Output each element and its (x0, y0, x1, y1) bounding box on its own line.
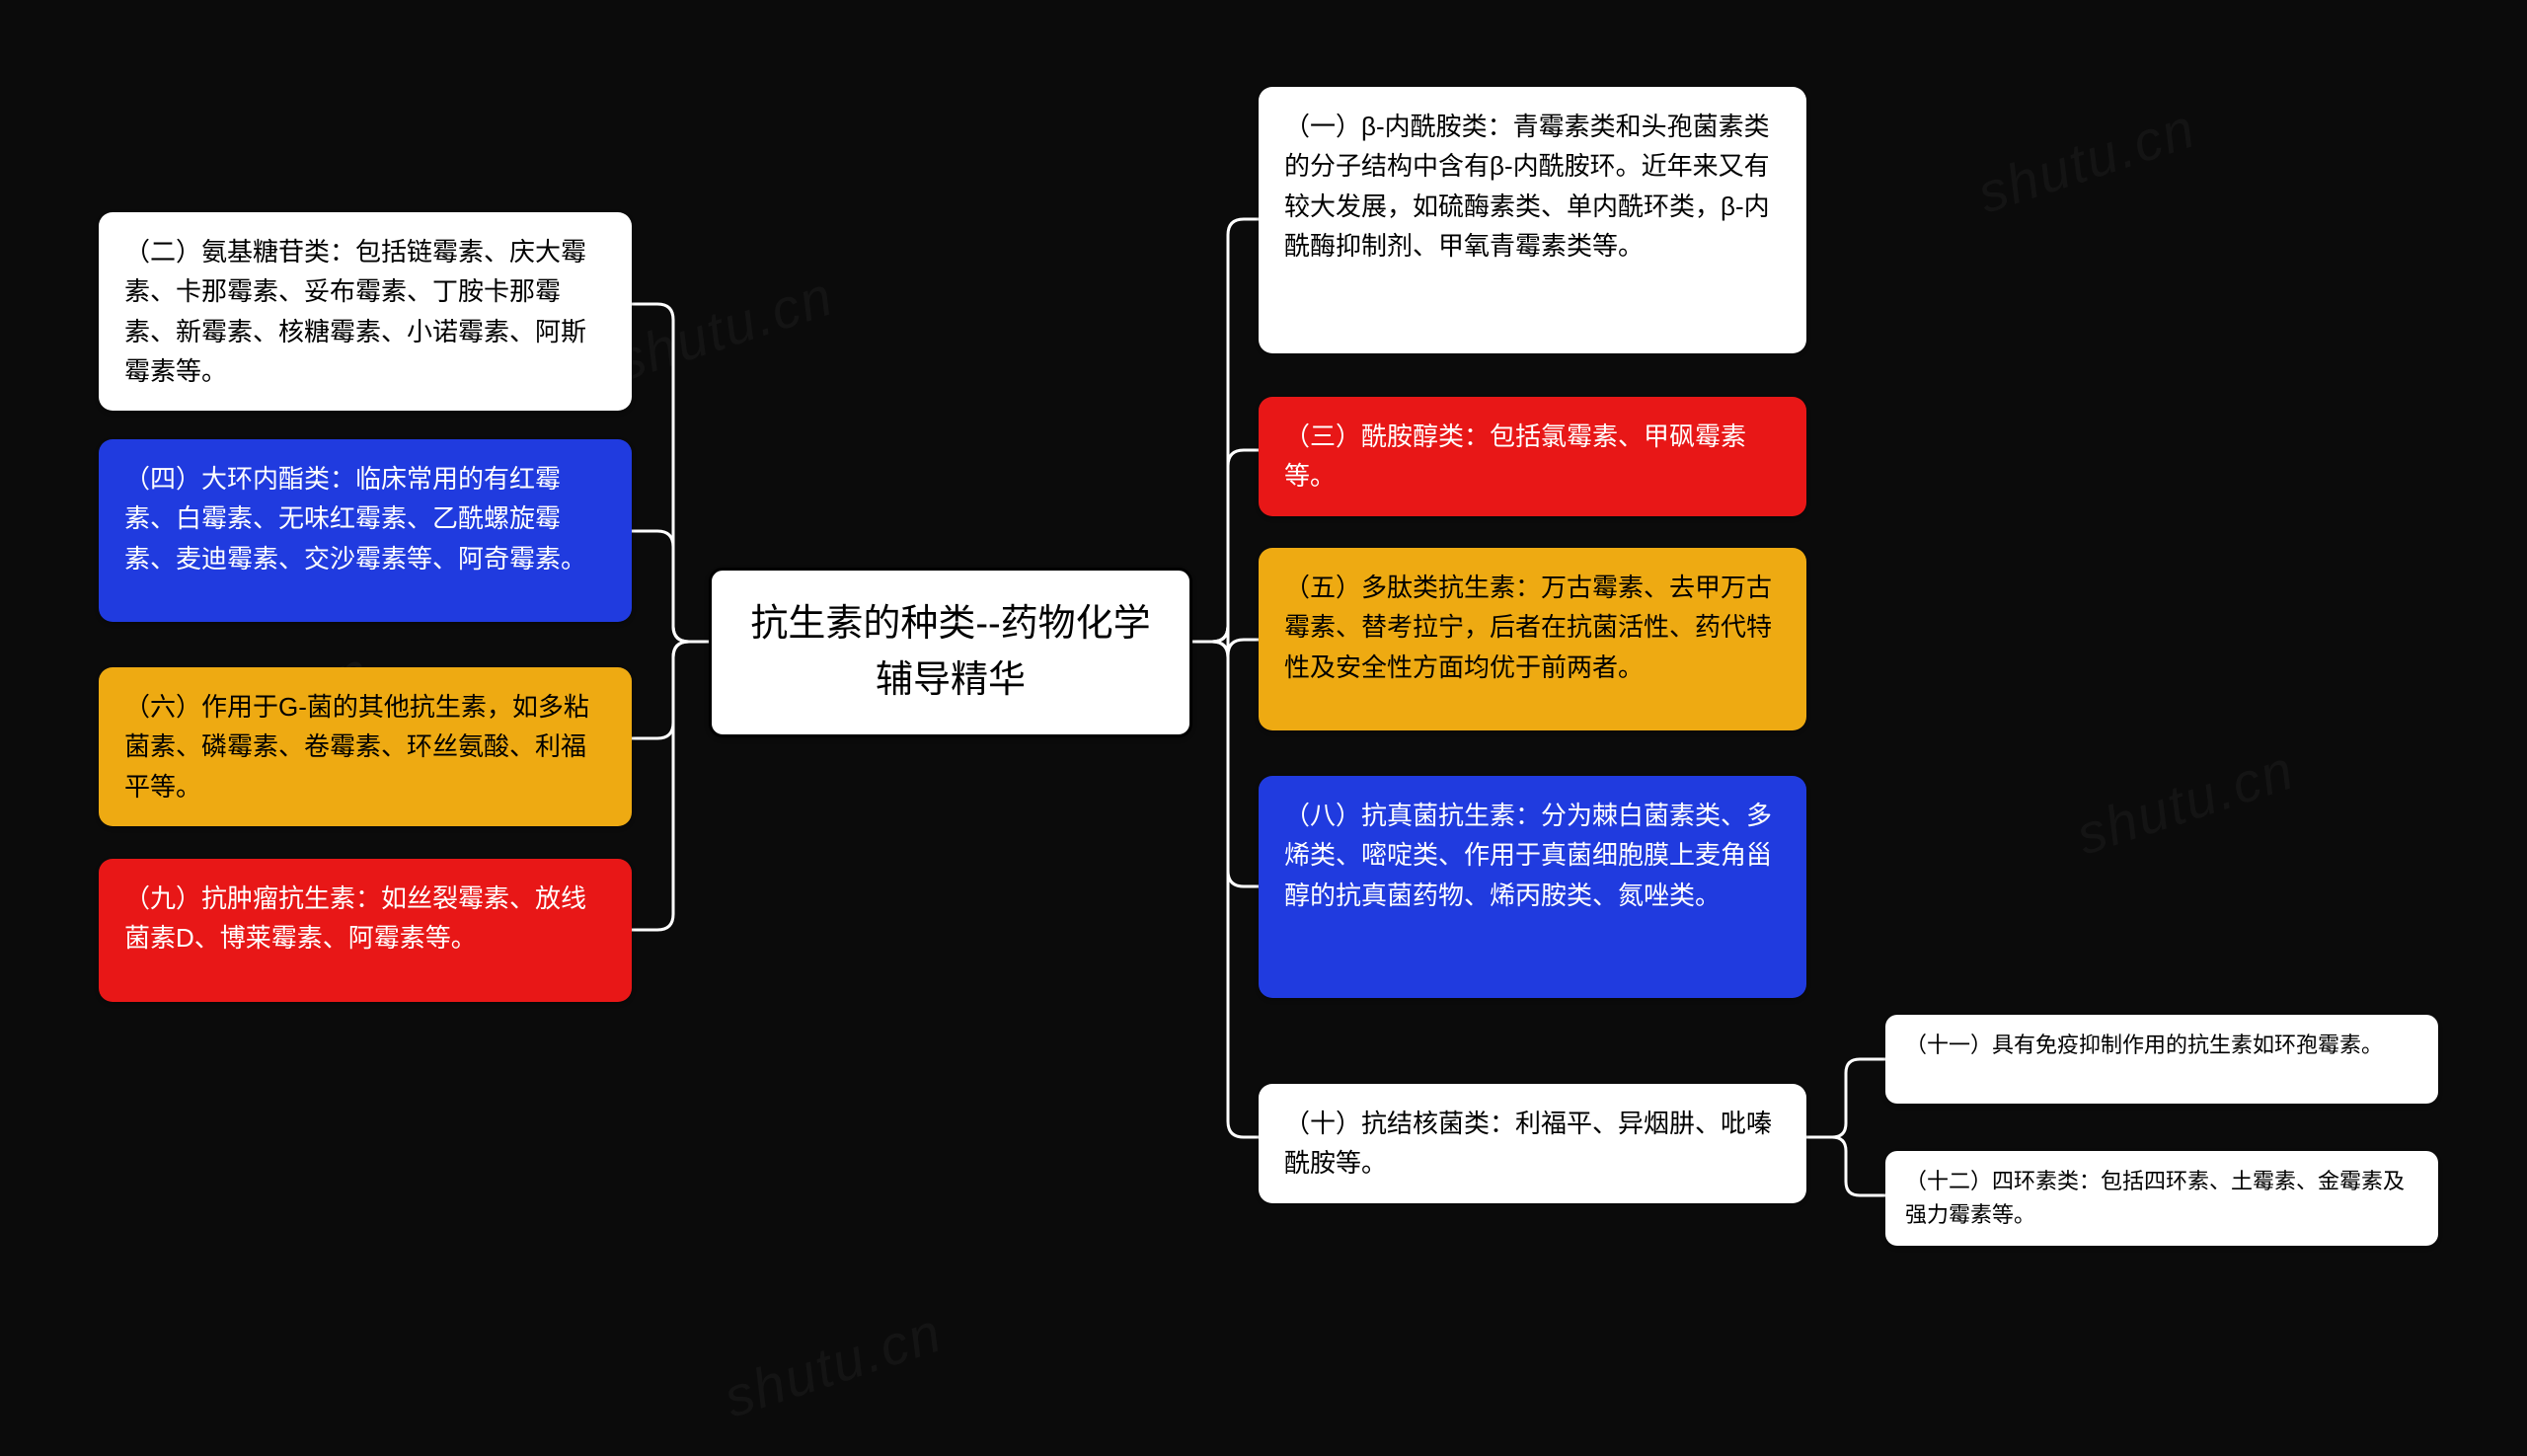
watermark: shutu.cn (1970, 95, 2204, 225)
node-antitumor-antibiotics: （九）抗肿瘤抗生素：如丝裂霉素、放线菌素D、博莱霉素、阿霉素等。 (99, 859, 632, 1002)
node-beta-lactams: （一）β-内酰胺类：青霉素类和头孢菌素类的分子结构中含有β-内酰胺环。近年来又有… (1259, 87, 1806, 353)
center-line1: 抗生素的种类--药物化学 (750, 603, 1150, 645)
watermark: shutu.cn (2069, 736, 2303, 867)
watermark: shutu.cn (717, 1299, 951, 1429)
node-immunosuppressive-antibiotics: （十一）具有免疫抑制作用的抗生素如环孢霉素。 (1885, 1015, 2438, 1104)
node-gram-negative-others: （六）作用于G-菌的其他抗生素，如多粘菌素、磷霉素、卷霉素、环丝氨酸、利福平等。 (99, 667, 632, 826)
node-tetracyclines: （十二）四环素类：包括四环素、土霉素、金霉素及强力霉素等。 (1885, 1151, 2438, 1246)
mindmap-canvas: shutu.cn shutu.cn shutu.cn shutu.cn shut… (0, 0, 2527, 1456)
node-polypeptide-antibiotics: （五）多肽类抗生素：万古霉素、去甲万古霉素、替考拉宁，后者在抗菌活性、药代特性及… (1259, 548, 1806, 730)
node-antituberculosis: （十）抗结核菌类：利福平、异烟肼、吡嗪酰胺等。 (1259, 1084, 1806, 1203)
node-amphenicols: （三）酰胺醇类：包括氯霉素、甲砜霉素等。 (1259, 397, 1806, 516)
center-node: 抗生素的种类--药物化学 辅导精华 (709, 568, 1192, 737)
node-aminoglycosides: （二）氨基糖苷类：包括链霉素、庆大霉素、卡那霉素、妥布霉素、丁胺卡那霉素、新霉素… (99, 212, 632, 411)
node-macrolides: （四）大环内酯类：临床常用的有红霉素、白霉素、无味红霉素、乙酰螺旋霉素、麦迪霉素… (99, 439, 632, 622)
node-antifungal-antibiotics: （八）抗真菌抗生素：分为棘白菌素类、多烯类、嘧啶类、作用于真菌细胞膜上麦角甾醇的… (1259, 776, 1806, 998)
watermark: shutu.cn (608, 263, 842, 393)
center-line2: 辅导精华 (876, 659, 1026, 701)
